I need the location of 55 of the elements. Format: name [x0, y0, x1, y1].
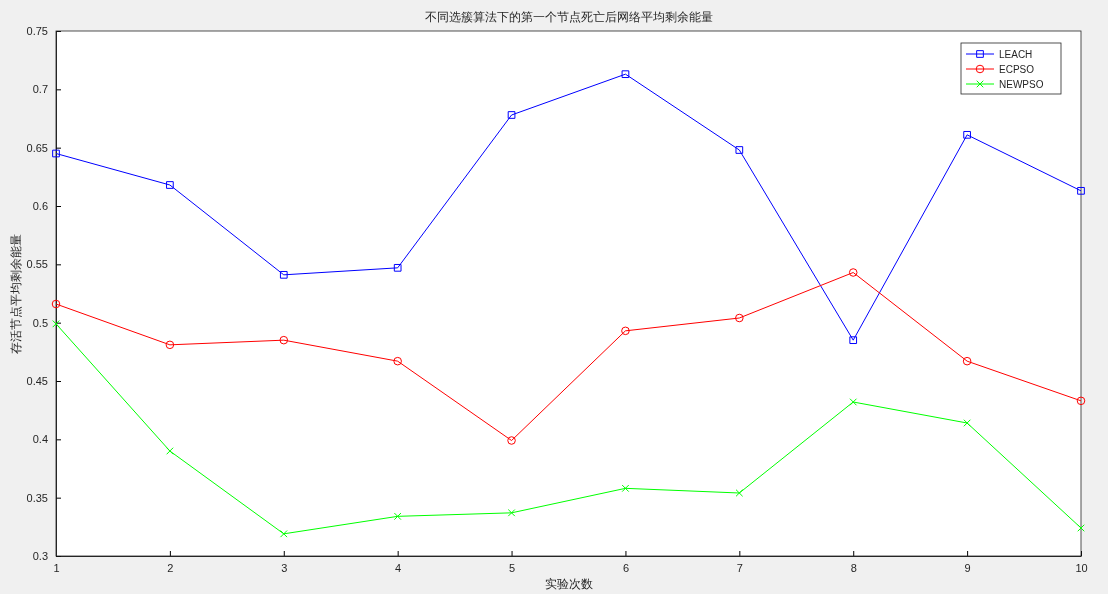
x-tick-label: 7 [736, 561, 743, 574]
point [507, 436, 516, 445]
y-tick-label: 0.7 [32, 83, 48, 96]
x-axis-title: 实验次数 [544, 577, 593, 591]
point [393, 263, 402, 272]
point [735, 146, 744, 154]
x-tick-label: 5 [508, 561, 516, 574]
point [849, 336, 858, 345]
legend-label: ECPSO [999, 64, 1035, 75]
point [507, 111, 516, 119]
y-axis-title: 存活节点平均剩余能量 [9, 233, 23, 354]
point [166, 181, 174, 189]
chart-title: 不同选簇算法下的第一个节点死亡后网络平均剩余能量 [424, 10, 713, 24]
point [621, 70, 630, 79]
y-tick-label: 0.35 [26, 491, 48, 504]
point [507, 509, 516, 517]
y-tick-label: 0.4 [32, 433, 48, 446]
point [166, 447, 174, 455]
point [1076, 396, 1086, 406]
point [279, 335, 289, 345]
point [962, 356, 972, 366]
y-tick-label: 0.75 [26, 25, 48, 38]
point [52, 149, 60, 158]
point [52, 320, 60, 328]
x-tick-label: 10 [1075, 561, 1088, 574]
point [1077, 186, 1085, 195]
x-tick-label: 8 [850, 561, 857, 574]
y-tick-label: 0.6 [32, 200, 48, 213]
point [963, 130, 971, 139]
x-tick-label: 6 [622, 561, 630, 574]
x-tick-label: 3 [281, 561, 288, 574]
point [735, 313, 744, 323]
y-tick-label: 0.3 [32, 550, 48, 563]
legend-label: LEACH [999, 49, 1033, 60]
point [621, 484, 630, 493]
point [393, 512, 402, 521]
x-tick-label: 9 [964, 561, 971, 574]
point [849, 398, 858, 406]
x-tick-label: 2 [167, 561, 174, 574]
point [279, 270, 288, 279]
point [621, 326, 630, 336]
point [963, 419, 971, 427]
point [393, 356, 402, 366]
x-tick-label: 4 [395, 561, 402, 574]
legend-label: NEWPSO [999, 79, 1044, 90]
y-tick-label: 0.65 [26, 141, 48, 154]
point [848, 268, 858, 277]
point [165, 340, 175, 350]
point [279, 530, 288, 538]
point [51, 299, 61, 309]
x-tick-label: 1 [53, 561, 60, 574]
point [735, 489, 744, 497]
y-tick-label: 0.5 [32, 316, 48, 329]
y-tick-label: 0.45 [26, 375, 48, 388]
y-tick-label: 0.55 [26, 258, 48, 271]
